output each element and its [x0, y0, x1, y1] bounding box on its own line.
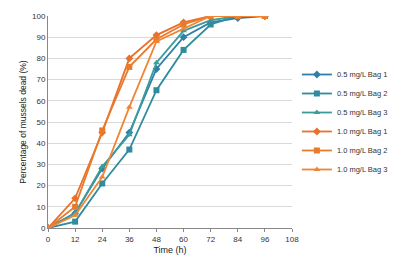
svg-text:36: 36: [125, 235, 134, 244]
svg-text:20: 20: [36, 181, 45, 190]
svg-text:0.5 mg/L Bag 1: 0.5 mg/L Bag 1: [337, 70, 388, 79]
svg-text:Time (h): Time (h): [153, 245, 186, 255]
svg-text:0.5 mg/L Bag 3: 0.5 mg/L Bag 3: [337, 108, 388, 117]
svg-text:60: 60: [36, 97, 45, 106]
svg-text:40: 40: [36, 139, 45, 148]
svg-text:90: 90: [36, 33, 45, 42]
svg-text:96: 96: [260, 235, 269, 244]
svg-text:100: 100: [32, 12, 46, 21]
svg-text:80: 80: [36, 54, 45, 63]
svg-text:1.0 mg/L Bag 2: 1.0 mg/L Bag 2: [337, 146, 388, 155]
svg-text:50: 50: [36, 118, 45, 127]
svg-text:1.0 mg/L Bag 1: 1.0 mg/L Bag 1: [337, 127, 388, 136]
svg-text:108: 108: [285, 235, 299, 244]
svg-text:10: 10: [36, 203, 45, 212]
svg-text:84: 84: [233, 235, 242, 244]
svg-text:1.0 mg/L Bag 3: 1.0 mg/L Bag 3: [337, 165, 388, 174]
svg-text:12: 12: [71, 235, 80, 244]
svg-text:48: 48: [152, 235, 161, 244]
svg-text:0: 0: [41, 224, 46, 233]
svg-text:0: 0: [46, 235, 51, 244]
svg-text:60: 60: [179, 235, 188, 244]
svg-text:72: 72: [206, 235, 215, 244]
svg-text:0.5 mg/L Bag 2: 0.5 mg/L Bag 2: [337, 89, 388, 98]
svg-text:24: 24: [98, 235, 107, 244]
svg-text:30: 30: [36, 160, 45, 169]
svg-text:70: 70: [36, 75, 45, 84]
svg-text:Percentage of mussels dead (%): Percentage of mussels dead (%): [18, 60, 28, 183]
